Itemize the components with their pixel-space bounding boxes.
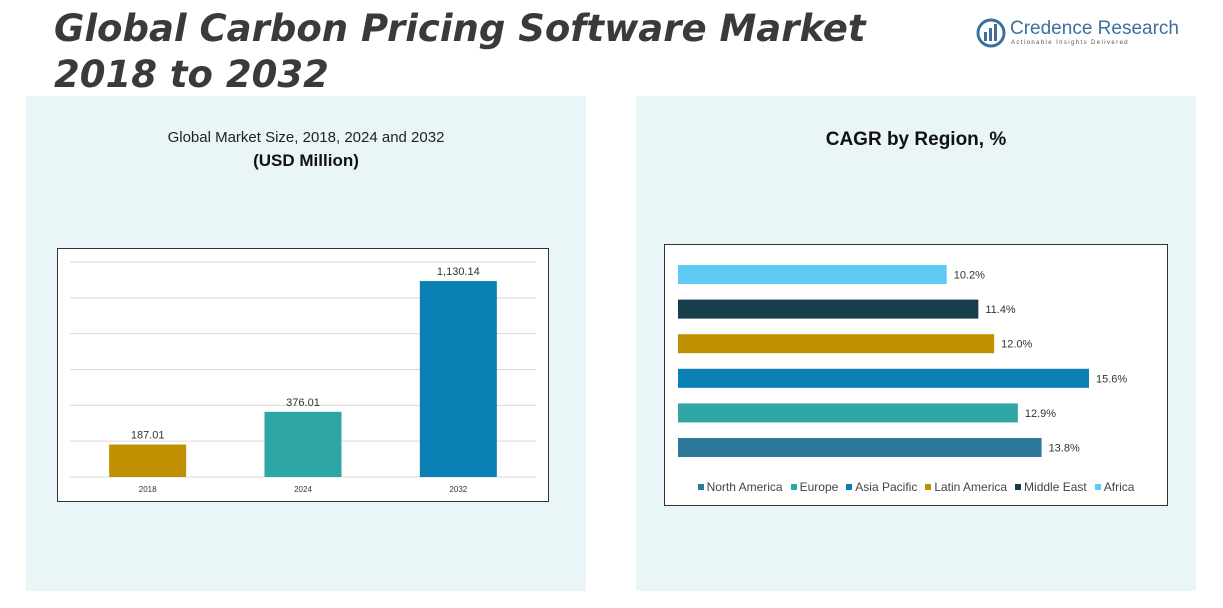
legend-swatch [1094,484,1101,490]
legend-item: Middle East [1015,480,1087,494]
x-tick-label: 2032 [449,485,467,494]
legend-item: Europe [790,480,839,494]
x-tick-label: 2018 [139,485,157,494]
legend-swatch [1015,484,1022,490]
page-title: Global Carbon Pricing Software Market 20… [54,6,866,98]
logo-tagline: Actionable Insights Delivered [1011,40,1129,46]
legend-item: Latin America [925,480,1007,494]
bar-chart-logo-icon [976,18,1006,48]
market-size-chart-title: Global Market Size, 2018, 2024 and 2032 [167,129,445,146]
legend-label: Middle East [1024,480,1087,494]
cagr-legend: North America Europe Asia Pacific Latin Ame… [664,480,1168,494]
bar-value-label: 1,130.14 [437,266,480,278]
hbar-value-label: 13.8% [1049,443,1080,455]
legend-label: Africa [1103,480,1135,494]
legend-item: Asia Pacific [846,480,917,494]
bar-2024 [264,411,342,477]
bar-2032 [419,281,497,477]
legend-swatch [846,484,853,490]
legend-item: North America [697,480,783,494]
bar-2018 [109,444,187,477]
hbar-north-america [678,438,1042,457]
legend-label: Latin America [934,480,1008,494]
legend-swatch [925,484,932,490]
hbar-europe [678,403,1018,423]
bar-value-label: 187.01 [131,430,165,442]
title-line-2: 2018 to 2032 [54,53,329,96]
hbar-middle-east [678,299,979,319]
legend-label: Asia Pacific [855,480,918,494]
hbar-value-label: 11.4% [985,304,1016,316]
hbar-value-label: 10.2% [954,270,985,282]
legend-item: Africa [1094,480,1135,494]
logo-name: Credence Research [1010,18,1179,39]
hbar-value-label: 15.6% [1096,373,1127,385]
hbar-latin-america [678,334,995,354]
cagr-chart-title: CAGR by Region, % [825,129,1007,150]
legend-swatch [697,484,704,490]
legend-swatch [790,484,797,490]
bar-value-label: 376.01 [286,397,320,409]
hbar-africa [678,265,947,284]
title-line-1: Global Carbon Pricing Software Market [54,7,866,50]
logo: Credence Research Actionable Insights De… [976,18,1179,50]
x-tick-label: 2024 [294,485,312,494]
legend-label: North America [706,480,783,494]
hbar-asia-pacific [678,368,1089,388]
hbar-value-label: 12.9% [1025,408,1056,420]
market-size-chart-subtitle: (USD Million) [253,151,359,170]
hbar-value-label: 12.0% [1001,339,1032,351]
legend-label: Europe [799,480,839,494]
